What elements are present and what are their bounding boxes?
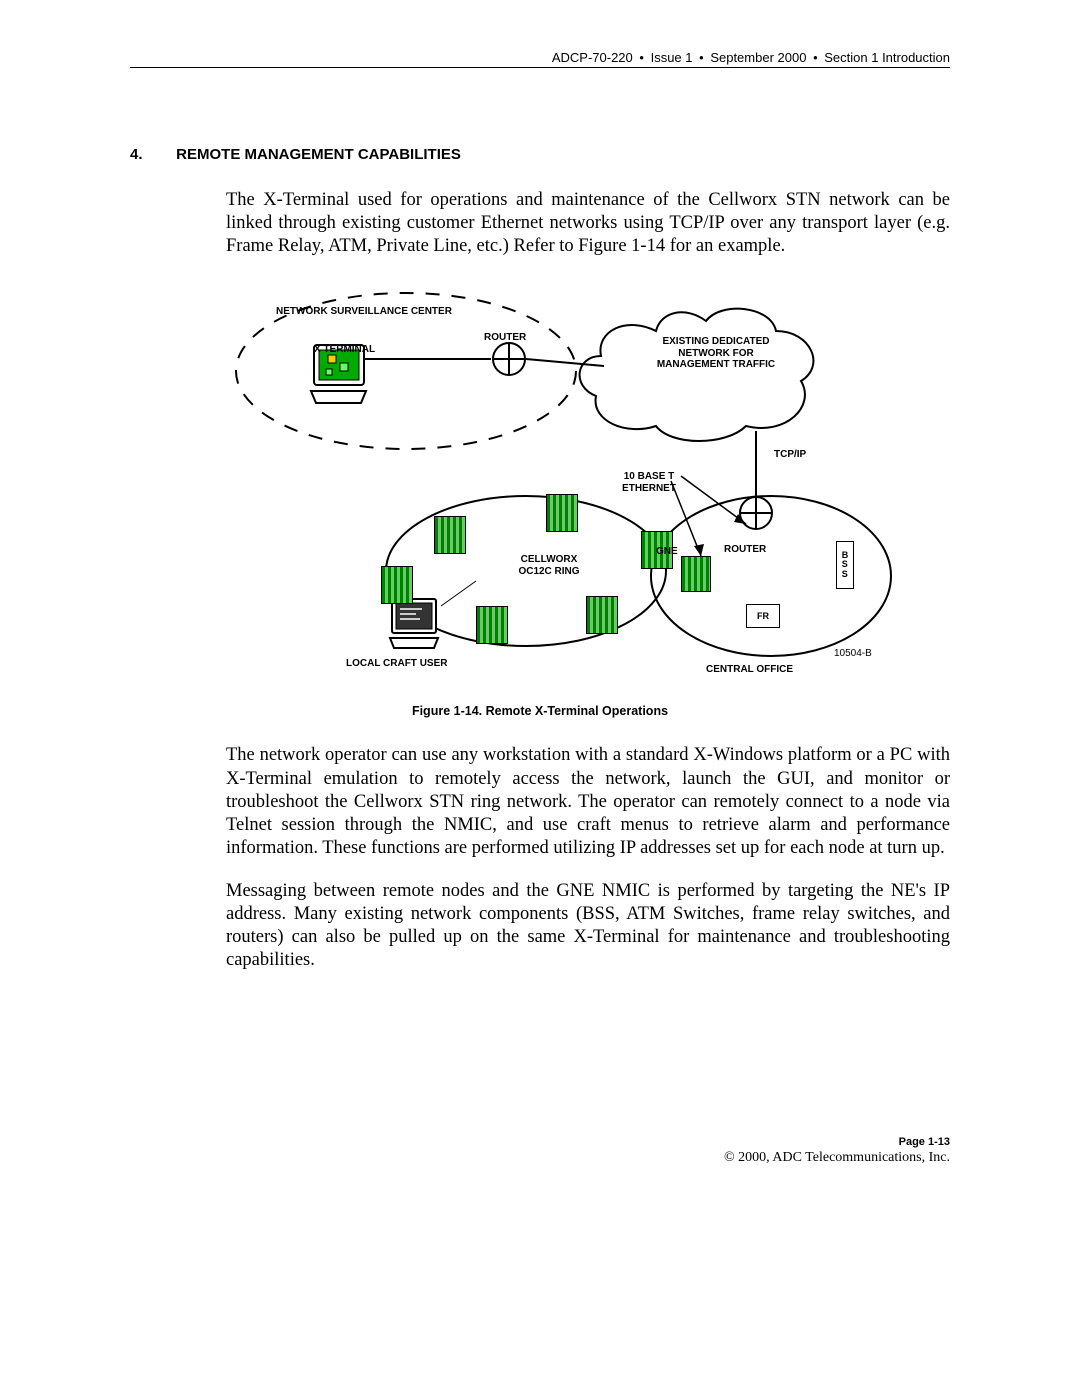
figure-caption: Figure 1-14. Remote X-Terminal Operation…	[130, 704, 950, 718]
date: September 2000	[710, 50, 806, 65]
paragraph-2: The network operator can use any worksta…	[226, 744, 950, 860]
doc-id: ADCP-70-220	[552, 50, 633, 65]
page-number: Page 1-13	[130, 1136, 950, 1148]
ring-node	[586, 596, 618, 634]
label-central: CENTRAL OFFICE	[706, 664, 793, 676]
ring-node	[434, 516, 466, 554]
gne-node	[681, 556, 711, 592]
ring-node	[546, 494, 578, 532]
page-footer: Page 1-13 © 2000, ADC Telecommunications…	[130, 1136, 950, 1166]
page-header: ADCP-70-220 • Issue 1 • September 2000 •…	[130, 50, 950, 67]
paragraph-1: The X-Terminal used for operations and m…	[226, 189, 950, 258]
label-cloud: EXISTING DEDICATED NETWORK FOR MANAGEMEN…	[646, 336, 786, 371]
label-router-top: ROUTER	[484, 332, 526, 344]
fr-box: FR	[746, 604, 780, 628]
label-ethernet: 10 BASE T ETHERNET	[614, 471, 684, 494]
label-gne: GNE	[656, 546, 678, 558]
copyright: © 2000, ADC Telecommunications, Inc.	[130, 1150, 950, 1166]
figure-1-14: B S S FR NETWORK SURVEILLANCE CENTER X T…	[226, 286, 906, 686]
paragraph-3: Messaging between remote nodes and the G…	[226, 880, 950, 973]
figure-id: 10504-B	[834, 648, 872, 659]
bss-box: B S S	[836, 541, 854, 589]
header-rule	[130, 67, 950, 68]
label-ring: CELLWORX OC12C RING	[504, 554, 594, 577]
section-number: 4.	[130, 146, 172, 163]
label-xterm: X TERMINAL	[314, 344, 375, 356]
section-heading: 4. REMOTE MANAGEMENT CAPABILITIES	[130, 146, 950, 163]
label-router-bot: ROUTER	[724, 544, 766, 556]
issue: Issue 1	[651, 50, 693, 65]
section-ref: Section 1 Introduction	[824, 50, 950, 65]
ring-node	[381, 566, 413, 604]
label-tcpip: TCP/IP	[774, 449, 806, 461]
label-nsc: NETWORK SURVEILLANCE CENTER	[276, 306, 452, 318]
local-craft-icon	[386, 596, 446, 656]
label-local: LOCAL CRAFT USER	[346, 658, 447, 670]
section-title: REMOTE MANAGEMENT CAPABILITIES	[176, 146, 461, 163]
ring-node	[476, 606, 508, 644]
